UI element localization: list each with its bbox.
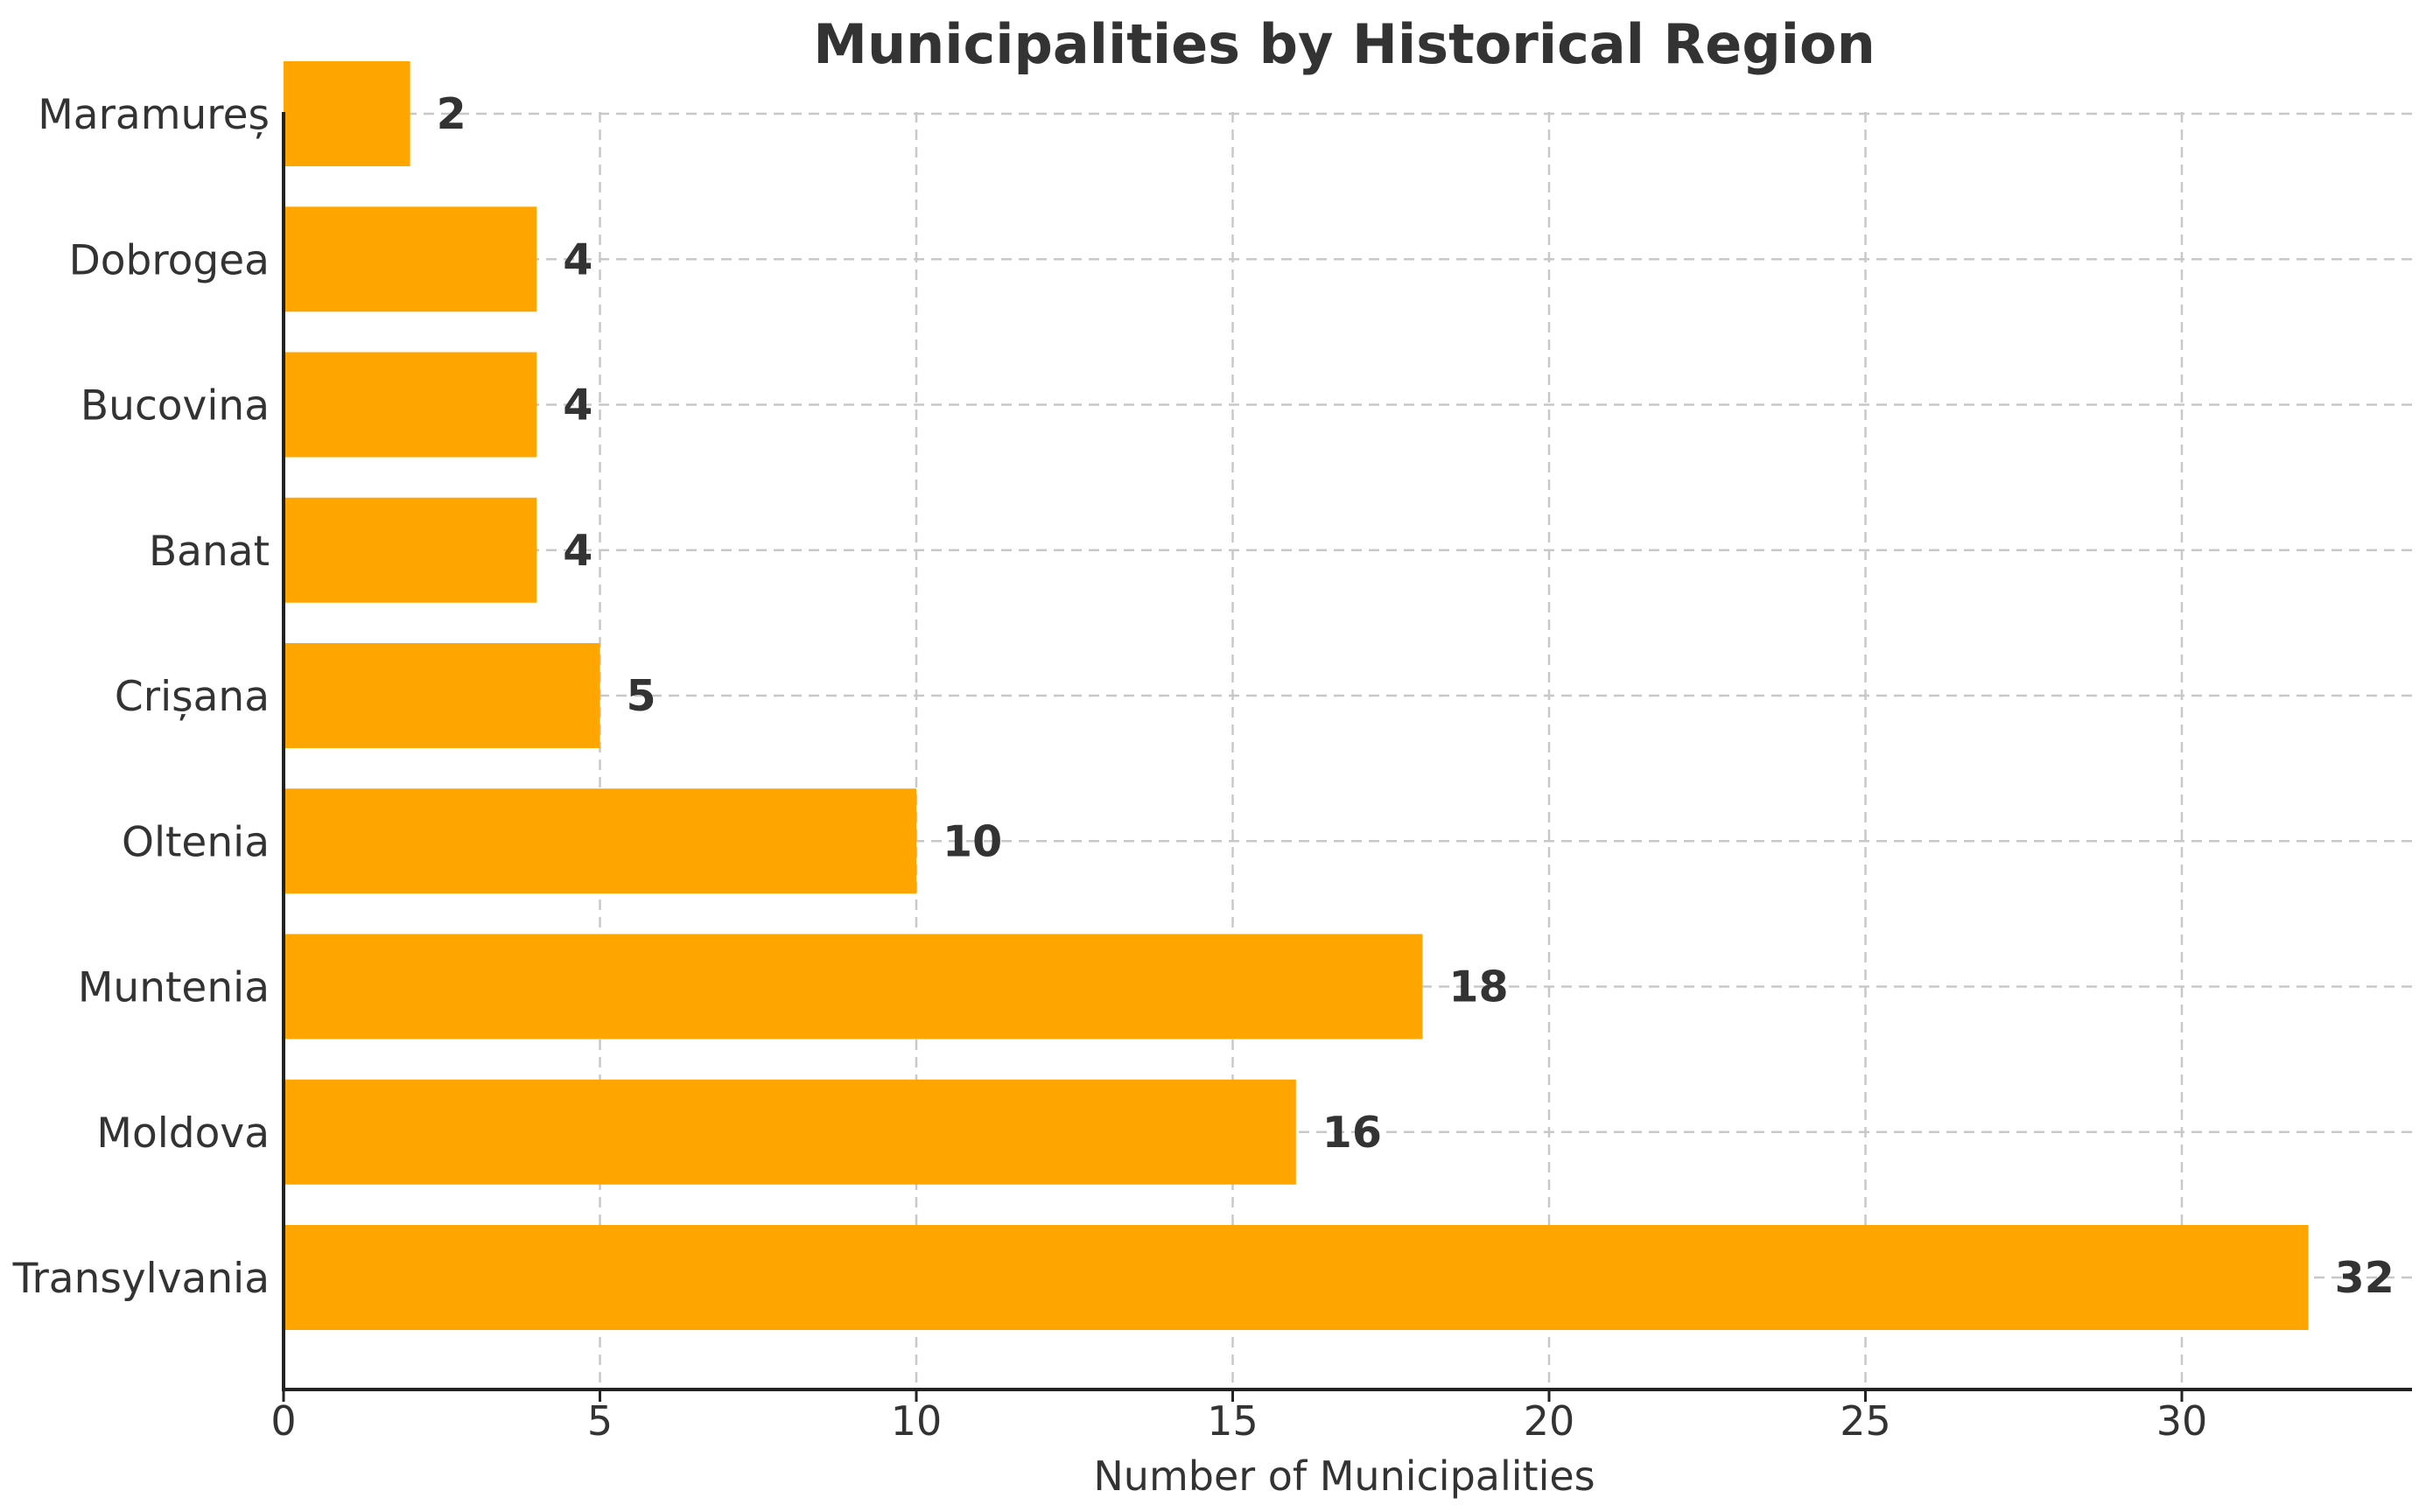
bar <box>284 1225 2309 1330</box>
axes <box>282 112 2412 1391</box>
y-tick-label: Banat <box>149 528 270 576</box>
bar-value-label: 4 <box>563 526 592 576</box>
x-tick-label: 25 <box>1840 1397 1891 1445</box>
x-tick-label: 5 <box>587 1397 613 1445</box>
bar <box>284 352 537 458</box>
x-tick-labels: 0 5 10 15 20 25 30 <box>270 1390 2207 1445</box>
y-tick-label: Dobrogea <box>69 236 270 284</box>
bars <box>284 61 2309 1330</box>
y-tick-label: Crișana <box>115 673 270 721</box>
x-tick-label: 30 <box>2156 1397 2208 1445</box>
bar-value-label: 2 <box>437 89 466 139</box>
y-tick-label: Oltenia <box>122 818 270 866</box>
value-labels: 32 16 18 10 5 4 4 4 2 <box>437 89 2394 1303</box>
bar-value-label: 5 <box>627 671 656 721</box>
bar <box>284 206 537 312</box>
bar-value-label: 16 <box>1322 1108 1382 1158</box>
y-tick-label: Maramureș <box>38 91 270 139</box>
x-tick-label: 0 <box>270 1397 296 1445</box>
x-tick-label: 20 <box>1524 1397 1575 1445</box>
bar-value-label: 4 <box>563 234 592 284</box>
chart-title: Municipalities by Historical Region <box>813 12 1875 76</box>
bar <box>284 643 600 748</box>
y-tick-label: Muntenia <box>78 964 270 1012</box>
bar-value-label: 10 <box>943 816 1002 866</box>
y-tick-label: Transylvania <box>12 1255 270 1303</box>
bar <box>284 934 1423 1040</box>
bar <box>284 497 537 603</box>
y-tick-label: Bucovina <box>81 382 270 430</box>
bar <box>284 788 916 894</box>
bar-value-label: 32 <box>2335 1253 2394 1303</box>
bar-value-label: 4 <box>563 381 592 430</box>
x-tick-label: 10 <box>891 1397 943 1445</box>
bar <box>284 1079 1296 1185</box>
x-tick-label: 15 <box>1207 1397 1259 1445</box>
bar-value-label: 18 <box>1448 962 1508 1012</box>
x-axis-label: Number of Municipalities <box>1093 1452 1595 1500</box>
y-tick-label: Moldova <box>96 1110 270 1158</box>
y-tick-labels: Transylvania Moldova Muntenia Oltenia Crișan… <box>12 91 270 1303</box>
grid <box>284 112 2412 1390</box>
bar <box>284 61 410 166</box>
